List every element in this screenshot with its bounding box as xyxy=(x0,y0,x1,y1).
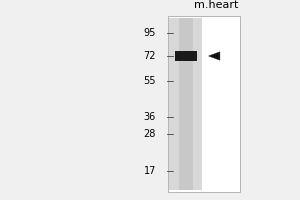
Bar xyxy=(178,18,194,190)
Polygon shape xyxy=(208,52,220,60)
Text: 72: 72 xyxy=(143,51,156,61)
Text: 17: 17 xyxy=(144,166,156,176)
Bar xyxy=(168,16,240,192)
Text: m.heart: m.heart xyxy=(194,0,238,10)
Text: 36: 36 xyxy=(144,112,156,122)
Bar xyxy=(169,18,202,190)
Bar xyxy=(175,51,197,61)
Text: 55: 55 xyxy=(143,76,156,86)
Text: 95: 95 xyxy=(144,28,156,38)
Text: 28: 28 xyxy=(144,129,156,139)
